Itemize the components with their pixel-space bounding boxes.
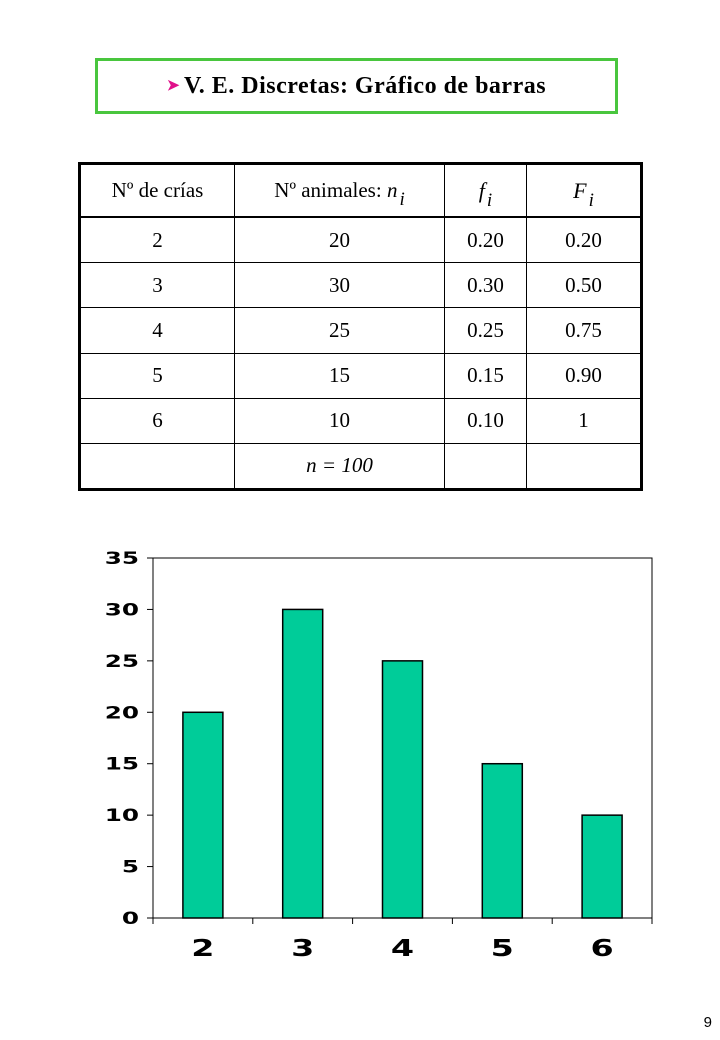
x-tick-label: 2 (191, 934, 214, 961)
y-tick-label: 10 (105, 805, 139, 825)
table-cell: 0.30 (444, 262, 527, 309)
page-number: 9 (703, 1014, 712, 1031)
bar (481, 762, 524, 919)
table-cell: 3 (79, 262, 235, 309)
x-tick-label: 6 (591, 934, 614, 961)
y-tick-label: 5 (122, 857, 139, 877)
table-cell: 30 (234, 262, 445, 309)
bar-chart: 0 5 10 15 20 25 30 35 2 3 4 5 6 (105, 548, 653, 962)
table-cell: 4 (79, 307, 235, 354)
table-cell: 20 (234, 216, 445, 264)
table-cell (79, 442, 235, 491)
bar (182, 711, 224, 919)
table-cell: 10 (234, 397, 445, 444)
table-row: 5 15 0.15 0.90 (79, 352, 642, 399)
table-cell: 5 (79, 352, 235, 399)
table-row: 3 30 0.30 0.50 (79, 262, 642, 309)
header-f-var: f (478, 177, 485, 203)
y-tick-label: 20 (105, 702, 139, 722)
table-cell: 15 (234, 352, 445, 399)
table-cell (444, 442, 527, 491)
x-tick-label: 3 (291, 934, 314, 961)
table-cell: 0.15 (444, 352, 527, 399)
slide-title-text: V. E. Discretas: Gráfico de barras (184, 72, 547, 99)
y-tick-label: 35 (105, 548, 139, 568)
header-f-sub: i (486, 189, 493, 211)
header-num-crias: Nº de crías (79, 163, 235, 218)
y-tick-label: 0 (122, 908, 139, 928)
total-n-cell: n = 100 (234, 442, 445, 491)
table-cell: 6 (79, 397, 235, 444)
header-n-sub: i (399, 189, 405, 211)
slide-title: ➤ V. E. Discretas: Gráfico de barras (95, 58, 618, 114)
y-tick-label: 30 (105, 599, 139, 619)
header-n-var: n (386, 178, 398, 203)
header-F-var: F (573, 177, 587, 203)
table-total-row: n = 100 (79, 442, 642, 491)
table-cell: 0.10 (444, 397, 527, 444)
y-tick-label: 25 (105, 651, 139, 671)
table-row: 6 10 0.10 1 (79, 397, 642, 444)
table-row: 2 20 0.20 0.20 (79, 216, 642, 264)
table-cell: 0.90 (526, 352, 642, 399)
table-cell: 0.20 (526, 216, 642, 264)
table-cell: 1 (526, 397, 642, 444)
table-cell: 0.25 (444, 307, 527, 354)
bar (581, 814, 623, 919)
header-F-sub: i (588, 189, 594, 211)
table-cell: 0.75 (526, 307, 642, 354)
x-tick-label: 4 (391, 934, 414, 961)
arrow-bullet-icon: ➤ (166, 77, 180, 94)
table-cell: 0.20 (444, 216, 527, 264)
table-cell: 0.50 (526, 262, 642, 309)
table-row: 4 25 0.25 0.75 (79, 307, 642, 354)
bar (281, 608, 324, 919)
total-n-text: n = 100 (306, 453, 373, 478)
table-cell (526, 442, 642, 491)
y-tick-label: 15 (105, 754, 139, 774)
table-cell: 2 (79, 216, 235, 264)
bar (381, 660, 424, 919)
header-num-animales-prefix: Nº animales: (274, 178, 387, 203)
table-cell: 25 (234, 307, 445, 354)
x-tick-label: 5 (491, 934, 514, 961)
